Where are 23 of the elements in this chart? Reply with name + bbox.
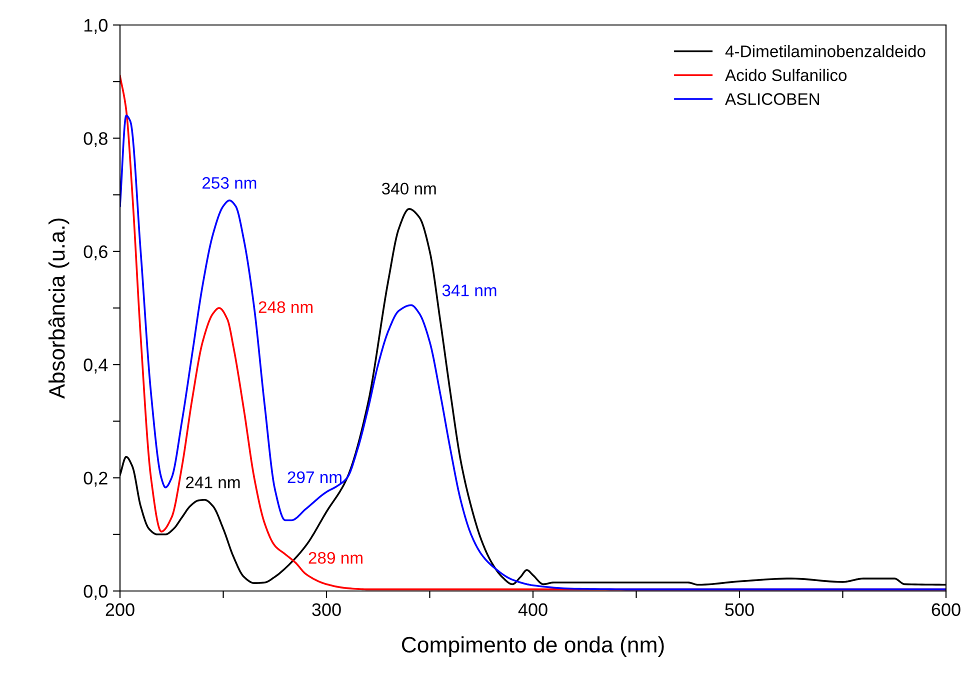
annotation: 289 nm: [308, 552, 362, 564]
annotation: 297 nm: [288, 471, 342, 484]
legend-label: 4-Dimetilaminobenzaldeido: [725, 45, 926, 58]
legend-label: ASLICOBEN: [725, 93, 820, 105]
y-tick-label: 0,6: [84, 245, 108, 260]
y-axis-title: Absorbância (u.a.): [48, 218, 70, 399]
legend-label: Acido Sulfanilico: [725, 68, 847, 82]
annotation: 248 nm: [258, 301, 312, 314]
y-tick-label: 1,0: [84, 18, 108, 34]
annotation: 341 nm: [442, 284, 496, 296]
y-tick-label: 0,4: [84, 358, 108, 374]
annotation: 340 nm: [382, 182, 436, 195]
x-tick-label: 500: [725, 603, 754, 616]
annotation: 241 nm: [186, 476, 240, 488]
y-tick-label: 0,2: [84, 472, 108, 487]
annotation: 253 nm: [202, 177, 256, 189]
x-tick-label: 600: [932, 603, 960, 616]
x-tick-label: 400: [518, 603, 548, 616]
x-tick-label: 300: [312, 603, 341, 616]
x-axis-title: Compimento de onda (nm): [402, 636, 664, 658]
y-tick-label: 0,0: [84, 584, 108, 600]
x-tick-label: 200: [106, 603, 134, 616]
y-tick-label: 0,8: [84, 132, 108, 148]
